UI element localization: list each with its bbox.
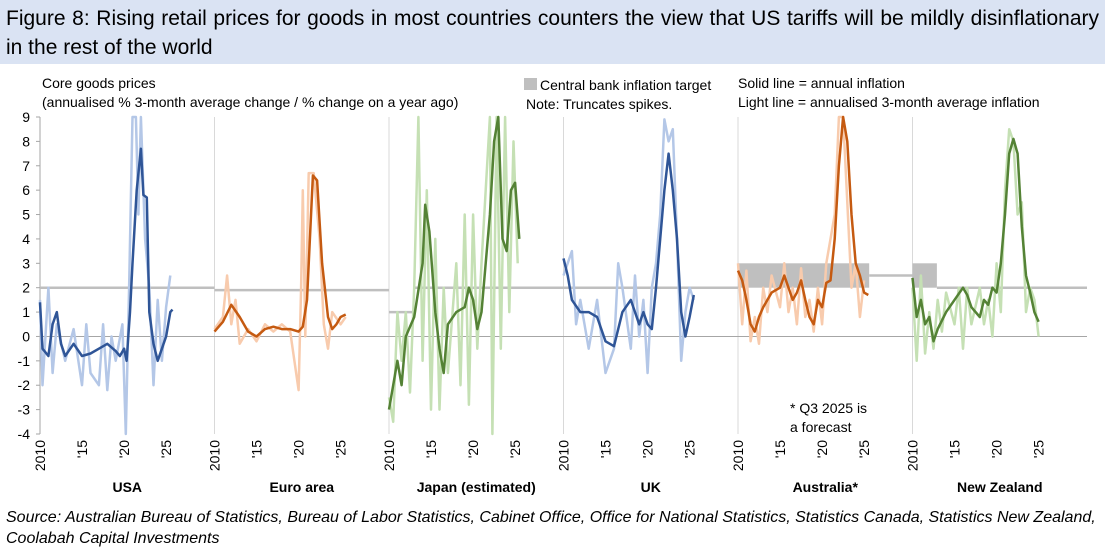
series-light-1 [213, 171, 347, 392]
panel-label: New Zealand [957, 479, 1043, 495]
panel-label: Euro area [269, 479, 334, 495]
x-tick-label: '20 [116, 440, 132, 458]
x-tick-label: 2010 [730, 440, 746, 471]
figure-title: Figure 8: Rising retail prices for goods… [0, 0, 1105, 64]
x-tick-label: '15 [423, 440, 439, 458]
x-tick-label: 2010 [905, 440, 921, 471]
series-solid-2 [387, 115, 521, 410]
panel-label: Japan (estimated) [417, 479, 536, 495]
panel-label: USA [112, 479, 142, 495]
series-solid-5 [911, 137, 1040, 343]
x-tick-label: 2010 [556, 440, 572, 471]
x-tick-label: 2010 [32, 440, 48, 471]
legend-note: Note: Truncates spikes. [526, 96, 672, 112]
x-tick-label: '15 [598, 440, 614, 458]
x-tick-label: '25 [507, 440, 523, 458]
series-solid-0 [38, 147, 174, 363]
y-axis-subtitle: (annualised % 3-month average change / %… [42, 94, 458, 110]
x-tick-label: '15 [249, 440, 265, 458]
y-tick-label: 2 [22, 280, 30, 296]
y-tick-label: 5 [22, 207, 30, 223]
x-tick-label: '15 [74, 440, 90, 458]
legend-target-label: Central bank inflation target [540, 77, 711, 93]
y-tick-label: -4 [18, 426, 31, 442]
annotation-line-2: a forecast [790, 419, 852, 435]
annotation-line-1: * Q3 2025 is [790, 400, 867, 416]
y-tick-label: -1 [18, 353, 31, 369]
series-solid-4 [736, 115, 869, 333]
y-tick-label: 9 [22, 109, 30, 125]
source-note: Source: Australian Bureau of Statistics,… [6, 509, 1096, 547]
x-tick-label: 2010 [207, 440, 223, 471]
x-tick-label: '20 [640, 440, 656, 458]
y-tick-label: 3 [22, 255, 30, 271]
x-tick-label: '20 [465, 440, 481, 458]
series-light-4 [736, 115, 866, 346]
y-tick-label: 6 [22, 182, 30, 198]
y-tick-label: 0 [22, 328, 30, 344]
panel-label: Australia* [793, 479, 859, 495]
series-solid-1 [213, 174, 347, 338]
x-tick-label: '25 [1031, 440, 1047, 458]
x-tick-label: '25 [856, 440, 872, 458]
series-light-0 [38, 115, 172, 436]
x-tick-label: '20 [989, 440, 1005, 458]
x-tick-label: '25 [158, 440, 174, 458]
y-tick-label: 4 [22, 231, 30, 247]
series-light-2 [387, 115, 519, 436]
y-axis-title: Core goods prices [42, 75, 156, 91]
target-band [912, 263, 937, 288]
x-tick-label: 2010 [381, 440, 397, 471]
panel-label: UK [641, 479, 661, 495]
x-tick-label: '20 [291, 440, 307, 458]
y-tick-label: 8 [22, 133, 30, 149]
x-tick-label: '15 [947, 440, 963, 458]
x-tick-label: '25 [682, 440, 698, 458]
legend-solid: Solid line = annual inflation [738, 75, 905, 91]
legend-target-swatch [524, 78, 537, 90]
y-tick-label: -3 [18, 402, 31, 418]
series-light-3 [562, 118, 695, 375]
y-tick-label: -2 [18, 377, 31, 393]
y-tick-label: 1 [22, 304, 30, 320]
y-tick-label: 7 [22, 158, 30, 174]
legend-light: Light line = annualised 3-month average … [738, 94, 1040, 110]
x-tick-label: '20 [814, 440, 830, 458]
x-tick-label: '25 [333, 440, 349, 458]
series-solid-3 [562, 152, 696, 348]
x-tick-label: '15 [772, 440, 788, 458]
